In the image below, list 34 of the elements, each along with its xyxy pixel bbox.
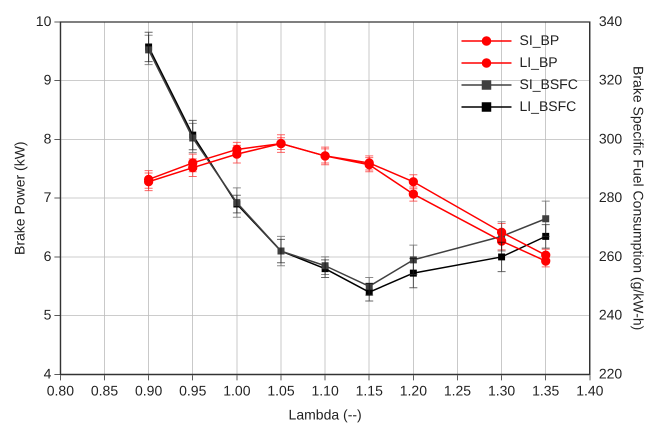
- y2-tick-label: 340: [598, 12, 622, 29]
- x-tick-label: 0.85: [90, 382, 118, 399]
- y2-tick-label: 220: [598, 365, 622, 382]
- y2-axis-title: Brake Specific Fuel Consumption (g/kW-h): [630, 66, 647, 330]
- y2-tick-label: 260: [598, 248, 622, 264]
- y-tick-label: 9: [44, 72, 52, 88]
- y-axis-title: Brake Power (kW): [11, 141, 28, 255]
- y-tick-label: 10: [36, 12, 52, 29]
- x-tick-label: 1.30: [488, 382, 516, 399]
- y2-tick-label: 240: [598, 306, 622, 323]
- x-tick-label: 1.25: [444, 382, 472, 399]
- y2-tick-label: 320: [598, 72, 622, 88]
- x-tick-label: 1.20: [400, 382, 428, 399]
- x-tick-label: 1.40: [576, 382, 604, 399]
- x-tick-label: 0.80: [46, 382, 74, 399]
- x-tick-label: 0.90: [134, 382, 162, 399]
- y2-tick-label: 280: [598, 189, 622, 206]
- legend-label: LI_BSFC: [519, 98, 576, 114]
- x-tick-label: 1.00: [223, 382, 251, 399]
- x-tick-label: 1.05: [267, 382, 295, 399]
- legend-label: SI_BSFC: [519, 76, 578, 92]
- y2-tick-label: 300: [598, 130, 622, 146]
- x-tick-label: 1.35: [532, 382, 560, 399]
- x-tick-label: 1.10: [311, 382, 339, 399]
- legend-label: LI_BP: [519, 54, 558, 70]
- y-tick-label: 6: [44, 248, 52, 264]
- x-tick-label: 0.95: [179, 382, 207, 399]
- legend-label: SI_BP: [519, 32, 560, 48]
- x-tick-label: 1.15: [356, 382, 384, 399]
- x-axis-title: Lambda (--): [288, 406, 362, 422]
- y-tick-label: 5: [44, 306, 52, 323]
- y-tick-label: 4: [44, 365, 52, 382]
- y-tick-label: 8: [44, 130, 52, 146]
- y-tick-label: 7: [44, 189, 52, 206]
